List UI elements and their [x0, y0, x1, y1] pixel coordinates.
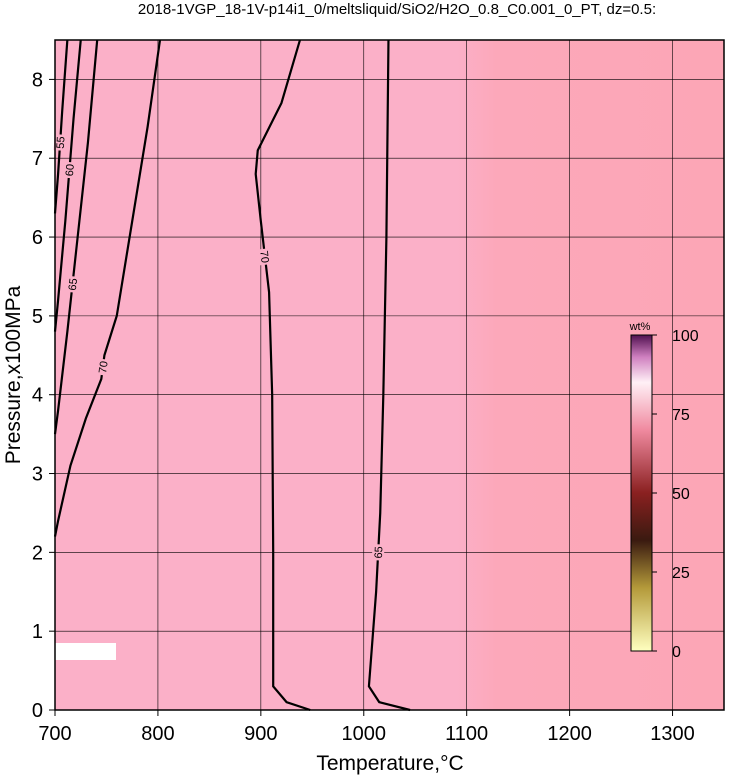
contour-label: 65 [67, 278, 80, 291]
contour-label-bg [65, 275, 80, 293]
x-tick-label: 800 [141, 723, 174, 745]
contour-label: 70 [257, 250, 270, 264]
contour-line [53, 39, 82, 332]
x-tick-label: 1200 [547, 723, 592, 745]
contour-label: 70 [97, 360, 110, 374]
contour-label-bg [95, 358, 110, 376]
x-tick-label: 1300 [650, 723, 695, 745]
contour-label-bg [258, 248, 272, 266]
contour-label: 60 [64, 164, 77, 177]
x-axis-label: Temperature,°C [316, 752, 463, 775]
contour-label: 65 [373, 546, 386, 559]
colorbar-tick-label: 100 [672, 328, 699, 345]
contours: 70 70 65 65 60 55 [53, 39, 411, 712]
colorbar-scale [630, 334, 653, 652]
contour-label: 55 [55, 136, 68, 149]
y-axis-label: Pressure,x100MPa [2, 285, 25, 464]
colorbar-tick-label: 0 [672, 644, 681, 661]
colorbar-tick-label: 50 [672, 486, 690, 503]
masked-area [55, 643, 116, 660]
chart-title: 2018-1VGP_18-1V-p14i1_0/meltsliquid/SiO2… [138, 1, 656, 18]
y-tick-label: 8 [32, 69, 43, 91]
x-tick-label: 900 [244, 723, 277, 745]
colorbar: wt% 0 25 50 75 100 [629, 321, 699, 661]
grid [54, 40, 724, 711]
y-tick-label: 5 [32, 306, 43, 328]
y-tick-label: 3 [32, 464, 43, 486]
y-tick-label: 7 [32, 148, 43, 170]
plot-background [55, 40, 724, 710]
plot-frame [54, 39, 725, 711]
colorbar-tick-label: 25 [672, 565, 690, 582]
x-tick-label: 700 [38, 723, 71, 745]
x-tick-label: 1100 [445, 723, 488, 745]
x-tick-label: 1000 [342, 723, 387, 745]
contour-label-bg [53, 134, 67, 151]
y-tick-label: 0 [32, 700, 43, 722]
y-tick-label: 2 [32, 542, 43, 564]
contour-line [254, 39, 311, 712]
contour-label-bg [62, 161, 77, 179]
colorbar-tick-label: 75 [672, 407, 690, 424]
y-tick-label: 6 [32, 227, 43, 249]
y-tick-label: 1 [32, 621, 43, 643]
colorbar-label: wt% [629, 321, 651, 333]
y-tick-label: 4 [32, 385, 43, 407]
contour-label-bg [371, 544, 385, 561]
